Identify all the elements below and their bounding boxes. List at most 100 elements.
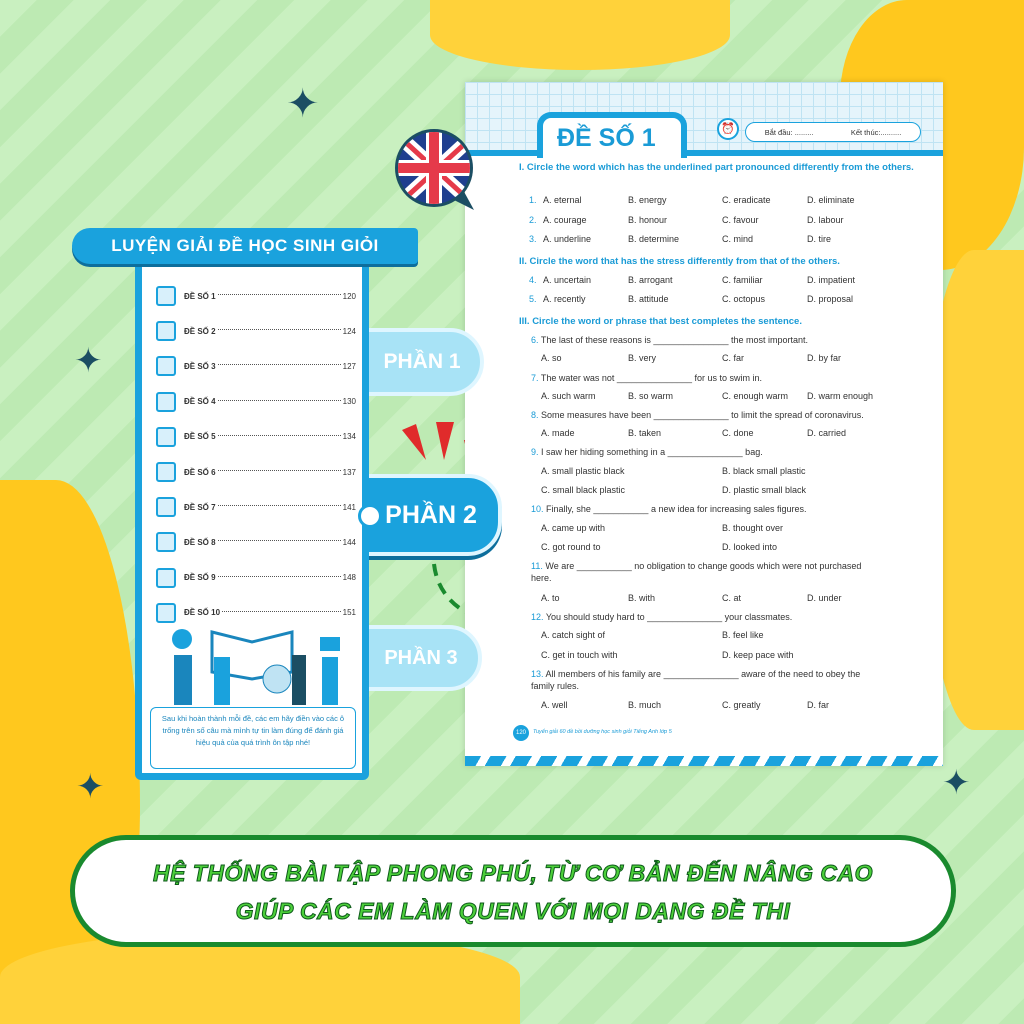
banner-line-2: GIÚP CÁC EM LÀM QUEN VỚI MỌI DẠNG ĐỀ THI	[235, 898, 791, 925]
checkbox[interactable]	[156, 532, 176, 553]
option-text: C. at	[722, 593, 742, 603]
checkbox[interactable]	[156, 321, 176, 342]
checkbox[interactable]	[156, 462, 176, 482]
answer-option: C. far	[722, 352, 744, 364]
option-text: A. made	[541, 428, 575, 438]
tab-label: PHẦN 2	[385, 500, 477, 529]
title-tab	[537, 112, 687, 158]
answer-option: C. greatly	[722, 699, 761, 711]
tab-phan-1[interactable]: PHẦN 1	[360, 328, 484, 396]
item-label: ĐỀ SỐ 4	[184, 397, 216, 407]
worksheet-page: ĐỀ SỐ 1 ⏰ Bắt đầu: ......... Kết thúc:..…	[465, 82, 943, 766]
option-text: B. very	[628, 353, 657, 363]
answer-option: A. uncertain	[543, 274, 591, 286]
answer-option: D. by far	[807, 352, 841, 364]
contents-item: ĐỀ SỐ 5 134	[156, 426, 356, 448]
section-2-heading: II. Circle the word that has the stress …	[519, 256, 840, 267]
option-text: C. got round to	[541, 542, 601, 552]
option-text: C. small black plastic	[541, 485, 626, 495]
question-number: 1.	[529, 195, 537, 205]
question-text: We are ___________ no obligation to chan…	[531, 561, 862, 583]
option-text: B. taken	[628, 428, 662, 438]
dot-leader	[217, 470, 341, 471]
option-text: A. such warm	[541, 391, 596, 401]
option-text: B. much	[628, 700, 662, 710]
panel-title: LUYỆN GIẢI ĐỀ HỌC SINH GIỎI	[72, 228, 418, 264]
answer-option: B. attitude	[628, 293, 669, 305]
answer-option: A. made	[541, 427, 575, 439]
question-number: 11.	[531, 561, 543, 571]
dot-leader	[217, 364, 341, 366]
checkbox[interactable]	[156, 426, 176, 447]
contents-item: ĐỀ SỐ 8 144	[156, 531, 356, 553]
option-text: D. impatient	[807, 275, 856, 285]
option-text: A. courage	[543, 215, 587, 225]
answer-option: D. keep pace with	[722, 649, 794, 661]
answer-option: D. impatient	[807, 274, 855, 286]
dot-leader	[217, 329, 341, 331]
item-label: ĐỀ SỐ 3	[184, 361, 216, 371]
option-text: C. far	[722, 353, 745, 363]
answer-option: A. so	[541, 352, 562, 364]
option-text: B. so warm	[628, 391, 674, 401]
tab-phan-3[interactable]: PHẦN 3	[360, 625, 482, 691]
checkbox[interactable]	[156, 602, 176, 623]
option-text: C. eradicate	[722, 195, 771, 205]
option-text: D. proposal	[807, 294, 854, 304]
option-text: D. carried	[807, 428, 847, 438]
answer-option: B. so warm	[628, 390, 673, 402]
checkbox[interactable]	[156, 356, 176, 377]
question: 10. Finally, she ___________ a new idea …	[531, 503, 807, 515]
option-text: B. energy	[628, 195, 667, 205]
checkbox[interactable]	[156, 497, 176, 518]
option-text: D. labour	[807, 215, 844, 225]
item-page: 130	[342, 397, 356, 407]
answer-option: B. thought over	[722, 522, 783, 534]
option-text: A. underline	[543, 234, 592, 244]
question-number: 3.	[529, 233, 537, 245]
answer-option: A. eternal	[543, 194, 582, 206]
option-text: A. came up with	[541, 523, 606, 533]
start-time-field[interactable]: Bắt đầu: .........	[764, 127, 814, 137]
answer-option: A. well	[541, 699, 568, 711]
option-text: C. done	[722, 428, 754, 438]
item-page: 151	[342, 608, 356, 618]
option-text: B. feel like	[722, 630, 764, 640]
sparkle-icon: ✦	[76, 768, 105, 806]
option-text: C. get in touch with	[541, 650, 618, 660]
option-text: A. eternal	[543, 195, 582, 205]
item-label: ĐỀ SỐ 6	[184, 467, 216, 477]
option-text: B. honour	[628, 215, 668, 225]
answer-option: B. with	[628, 592, 655, 604]
sparkle-icon: ✦	[942, 764, 971, 802]
item-label: ĐỀ SỐ 9	[184, 573, 216, 583]
section-3-heading: III. Circle the word or phrase that best…	[519, 316, 802, 327]
instruction-note: Sau khi hoàn thành mỗi đề, các em hãy đi…	[150, 707, 356, 769]
answer-option: B. honour	[628, 214, 667, 226]
answer-option: D. eliminate	[807, 194, 855, 206]
answer-option: D. labour	[807, 214, 844, 226]
answer-option: C. favour	[722, 214, 759, 226]
checkbox[interactable]	[156, 391, 176, 412]
option-text: B. attitude	[628, 294, 669, 304]
item-page: 137	[342, 467, 356, 477]
answer-option: C. done	[722, 427, 754, 439]
question: 12. You should study hard to ___________…	[531, 611, 792, 623]
option-text: B. thought over	[722, 523, 784, 533]
question-number: 8.	[531, 410, 539, 420]
answer-option: C. small black plastic	[541, 484, 625, 496]
contents-item: ĐỀ SỐ 1 120	[156, 285, 356, 307]
answer-option: B. feel like	[722, 629, 764, 641]
answer-option: D. tire	[807, 233, 831, 245]
checkbox[interactable]	[156, 286, 176, 306]
question-number: 5.	[529, 294, 537, 304]
checkbox[interactable]	[156, 567, 176, 588]
header-rule	[465, 150, 943, 156]
item-page: 124	[342, 326, 356, 336]
end-time-field[interactable]: Kết thúc:..........	[850, 127, 902, 137]
question-text: The last of these reasons is ___________…	[540, 335, 809, 345]
option-text: C. mind	[722, 234, 754, 244]
answer-option: D. far	[807, 699, 829, 711]
emphasis-marks	[402, 422, 484, 464]
question-number: 2.	[529, 214, 537, 226]
